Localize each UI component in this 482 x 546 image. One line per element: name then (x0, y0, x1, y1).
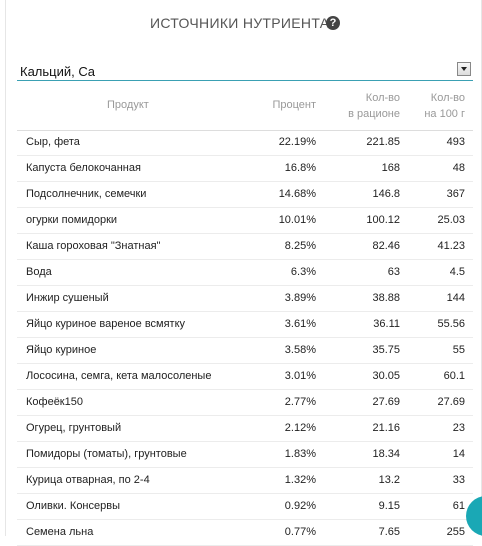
diet-amount: 9.15 (378, 500, 400, 512)
percent-value: 22.19% (278, 136, 316, 148)
diet-amount: 63 (387, 266, 400, 278)
floating-action-button[interactable] (466, 496, 482, 536)
product-name: Яйцо куриное (26, 344, 97, 356)
table-row[interactable]: Капуста белокочанная 16.8% 168 48 (17, 156, 473, 182)
column-header-per100-line2: на 100 г (424, 108, 465, 120)
diet-amount: 36.11 (373, 318, 400, 330)
table-row[interactable]: Инжир сушеный 3.89% 38.88 144 (17, 286, 473, 312)
product-name: Каша гороховая "Знатная" (26, 240, 161, 252)
percent-value: 16.8% (284, 162, 316, 174)
diet-amount: 221.85 (366, 136, 400, 148)
table-row[interactable]: Огурец, грунтовый 2.12% 21.16 23 (17, 416, 473, 442)
per100-amount: 55 (452, 344, 465, 356)
column-header-diet-amount[interactable]: Кол-во в рационе (330, 90, 400, 122)
diet-amount: 30.05 (372, 370, 400, 382)
column-header-per100-line1: Кол-во (430, 92, 465, 104)
per100-amount: 60.1 (443, 370, 465, 382)
table-row[interactable]: Помидоры (томаты), грунтовые 1.83% 18.34 14 (17, 442, 473, 468)
percent-value: 3.58% (284, 344, 316, 356)
column-header-per100[interactable]: Кол-во на 100 г (405, 90, 465, 122)
table-row[interactable]: Сыр, фета 22.19% 221.85 493 (17, 130, 473, 156)
per100-amount: 14 (452, 448, 465, 460)
diet-amount: 100.12 (366, 214, 400, 226)
per100-amount: 23 (452, 422, 465, 434)
percent-value: 1.32% (284, 474, 316, 486)
per100-amount: 144 (446, 292, 465, 304)
per100-amount: 367 (446, 188, 465, 200)
percent-value: 3.89% (284, 292, 316, 304)
diet-amount: 21.16 (372, 422, 400, 434)
per100-amount: 61 (452, 500, 465, 512)
product-name: Капуста белокочанная (26, 162, 141, 174)
product-name: Лососина, семга, кета малосоленые (26, 370, 212, 382)
diet-amount: 13.2 (378, 474, 400, 486)
product-name: Кофеёк150 (26, 396, 83, 408)
diet-amount: 35.75 (372, 344, 400, 356)
diet-amount: 168 (381, 162, 400, 174)
help-icon[interactable]: ? (326, 16, 340, 30)
nutrient-select[interactable]: Кальций, Ca (17, 60, 473, 81)
product-name: Вода (26, 266, 52, 278)
product-name: Подсолнечник, семечки (26, 188, 147, 200)
percent-value: 14.68% (278, 188, 316, 200)
diet-amount: 146.8 (372, 188, 400, 200)
table-row[interactable]: Оливки. Консервы 0.92% 9.15 61 (17, 494, 473, 520)
percent-value: 3.61% (284, 318, 316, 330)
percent-value: 10.01% (278, 214, 316, 226)
percent-value: 3.01% (284, 370, 316, 382)
diet-amount: 38.88 (372, 292, 400, 304)
product-name: Помидоры (томаты), грунтовые (26, 448, 187, 460)
column-header-diet-line1: Кол-во (365, 92, 400, 104)
percent-value: 0.77% (284, 526, 316, 538)
table-row[interactable]: Яйцо куриное 3.58% 35.75 55 (17, 338, 473, 364)
product-name: Огурец, грунтовый (26, 422, 122, 434)
table-row[interactable]: Лососина, семга, кета малосоленые 3.01% 30… (17, 364, 473, 390)
table-body: Сыр, фета 22.19% 221.85 493 Капуста белокоч… (17, 130, 473, 546)
per100-amount: 493 (446, 136, 465, 148)
table-header: Продукт Процент Кол-во в рационе Кол-во … (17, 84, 473, 131)
per100-amount: 255 (446, 526, 465, 538)
table-row[interactable]: Подсолнечник, семечки 14.68% 146.8 367 (17, 182, 473, 208)
column-header-product[interactable]: Продукт (107, 99, 149, 111)
per100-amount: 25.03 (437, 214, 465, 226)
product-name: Яйцо куриное вареное всмятку (26, 318, 186, 330)
per100-amount: 41.23 (437, 240, 465, 252)
percent-value: 6.3% (290, 266, 316, 278)
percent-value: 1.83% (284, 448, 316, 460)
table-row[interactable]: Курица отварная, по 2-4 1.32% 13.2 33 (17, 468, 473, 494)
table-row[interactable]: Кофеёк150 2.77% 27.69 27.69 (17, 390, 473, 416)
panel-left-border (5, 0, 6, 536)
percent-value: 2.12% (284, 422, 316, 434)
table-row[interactable]: Яйцо куриное вареное всмятку 3.61% 36.11 55… (17, 312, 473, 338)
table-row[interactable]: огурки помидорки 10.01% 100.12 25.03 (17, 208, 473, 234)
table-row[interactable]: Семена льна 0.77% 7.65 255 (17, 520, 473, 546)
product-name: Семена льна (26, 526, 94, 538)
per100-amount: 27.69 (437, 396, 465, 408)
per100-amount: 4.5 (449, 266, 465, 278)
page-title: ИСТОЧНИКИ НУТРИЕНТА (150, 15, 330, 31)
percent-value: 2.77% (284, 396, 316, 408)
diet-amount: 82.46 (372, 240, 400, 252)
panel-header: ИСТОЧНИКИ НУТРИЕНТА ? (0, 0, 482, 50)
per100-amount: 48 (452, 162, 465, 174)
percent-value: 0.92% (284, 500, 316, 512)
per100-amount: 33 (452, 474, 465, 486)
chevron-down-icon[interactable] (457, 62, 471, 76)
nutrient-select-value: Кальций, Ca (20, 64, 95, 79)
product-name: огурки помидорки (26, 214, 118, 226)
product-name: Инжир сушеный (26, 292, 109, 304)
column-header-percent[interactable]: Процент (272, 99, 316, 111)
diet-amount: 27.69 (372, 396, 400, 408)
product-name: Сыр, фета (26, 136, 80, 148)
per100-amount: 55.56 (437, 318, 465, 330)
diet-amount: 7.65 (378, 526, 400, 538)
column-header-diet-line2: в рационе (348, 108, 400, 120)
product-name: Курица отварная, по 2-4 (26, 474, 150, 486)
diet-amount: 18.34 (372, 448, 400, 460)
table-row[interactable]: Вода 6.3% 63 4.5 (17, 260, 473, 286)
product-name: Оливки. Консервы (26, 500, 120, 512)
table-row[interactable]: Каша гороховая "Знатная" 8.25% 82.46 41.23 (17, 234, 473, 260)
percent-value: 8.25% (284, 240, 316, 252)
